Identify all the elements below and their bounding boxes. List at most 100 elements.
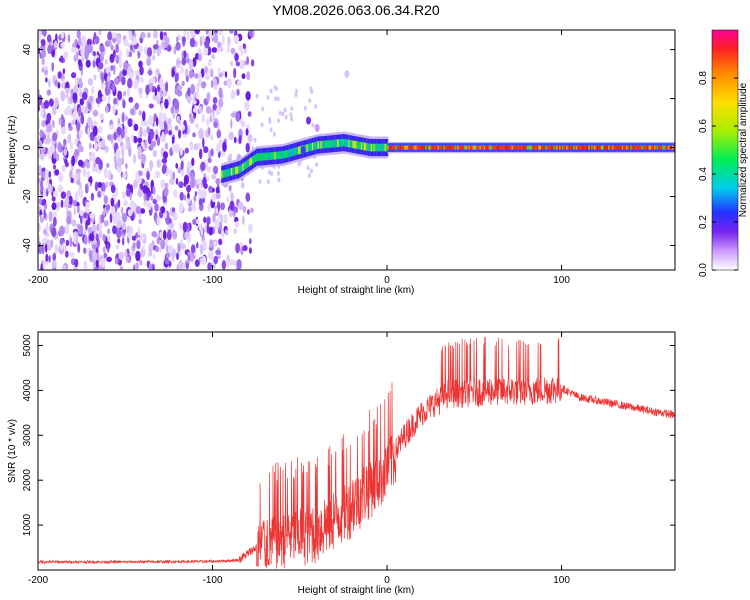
spectrogram-noise-cell — [88, 233, 95, 242]
spectrogram-noise-cell — [54, 97, 59, 108]
spectrogram-signal-core — [222, 170, 225, 178]
spectrogram-noise-cell — [51, 62, 55, 72]
spectrogram-noise-cell — [81, 35, 87, 46]
spectrogram-noise-cell — [230, 47, 236, 55]
spectrogram-signal-core — [420, 145, 424, 150]
spectrogram-signal-core — [487, 145, 491, 150]
spectrogram-noise-cell — [227, 43, 230, 54]
spectrogram-signal-core — [327, 140, 330, 148]
spectrogram-noise-cell — [63, 148, 67, 156]
spectrogram-noise-cell — [225, 229, 228, 236]
spectrogram-signal-core — [289, 149, 292, 157]
spectrogram-signal-core — [390, 145, 393, 150]
colorbar-tick-label: 0.4 — [698, 167, 709, 181]
spectrogram-noise-cell — [226, 77, 232, 89]
spectrogram-noise-cell — [199, 257, 202, 264]
spectrogram-noise-cell — [46, 112, 52, 122]
spectrogram-signal-core — [443, 145, 446, 150]
colorbar-tick-label: 0.6 — [698, 119, 709, 133]
spectrogram-noise-cell — [132, 242, 136, 249]
spectrogram-noise-cell — [45, 222, 49, 233]
spectrogram-noise-cell — [89, 212, 95, 219]
spectrogram-noise-cell — [57, 184, 63, 193]
spectrogram-noise-cell — [47, 183, 52, 193]
spectrogram-noise-cell — [148, 115, 154, 127]
spectrogram-noise-cell — [110, 184, 116, 194]
spectrogram-noise-cell — [137, 189, 143, 198]
spectrogram-noise-cell — [178, 129, 182, 139]
spectrogram-noise-cell — [230, 192, 234, 201]
spectrogram-noise-cell — [115, 187, 118, 194]
spectrogram-signal-core — [658, 145, 661, 150]
spectrogram-noise-cell — [87, 116, 93, 127]
spectrogram-noise-cell — [128, 96, 134, 103]
spectrogram-noise-cell — [217, 228, 222, 235]
spectrogram-noise-cell — [245, 192, 251, 202]
spectrogram-noise-cell — [73, 233, 76, 244]
snr-series-line — [38, 337, 675, 569]
spectrogram-noise-cell — [213, 121, 218, 128]
top-y-tick-label: -20 — [22, 189, 33, 204]
spectrogram-noise-cell — [277, 118, 280, 124]
spectrogram-noise-cell — [61, 116, 65, 127]
spectrogram-noise-cell — [164, 259, 170, 265]
spectrogram-noise-cell — [69, 141, 74, 150]
spectrogram-noise-cell — [203, 216, 207, 223]
spectrogram-noise-cell — [124, 125, 128, 137]
spectrogram-noise-cell — [216, 129, 222, 139]
spectrogram-noise-cell — [142, 110, 146, 122]
spectrogram-signal-core — [356, 141, 359, 149]
colorbar-gradient — [711, 29, 739, 271]
colorbar-label: Normalized spectral amplitude — [738, 82, 749, 217]
spectrogram-noise-cell — [260, 122, 264, 128]
spectrogram-signal-core — [592, 145, 595, 150]
spectrogram-signal-core — [460, 145, 463, 150]
spectrogram-noise-cell — [248, 30, 253, 37]
spectrogram-noise-cell — [113, 64, 116, 76]
spectrogram-noise-cell — [206, 223, 210, 234]
spectrogram-noise-cell — [127, 118, 133, 128]
spectrogram-noise-cell — [242, 205, 247, 213]
spectrogram-noise-cell — [215, 193, 221, 200]
spectrogram-signal-core — [621, 145, 625, 150]
top-y-tick-label: 20 — [22, 93, 33, 105]
spectrogram-noise-cell — [41, 119, 46, 128]
spectrogram-noise-cell — [178, 181, 184, 189]
spectrogram-noise-cell — [283, 107, 287, 113]
spectrogram-signal-core — [568, 145, 572, 150]
spectrogram-noise-cell — [314, 103, 318, 109]
spectrogram-noise-cell — [77, 205, 80, 214]
spectrogram-noise-cell — [116, 126, 122, 136]
spectrogram-noise-cell — [104, 105, 109, 114]
spectrogram-noise-cell — [179, 222, 182, 231]
spectrogram-noise-cell — [116, 229, 122, 239]
spectrogram-noise-cell — [228, 131, 235, 141]
spectrogram-noise-cell — [141, 140, 145, 148]
spectrogram-noise-cell — [215, 178, 221, 185]
spectrogram-noise-cell — [239, 59, 245, 70]
spectrogram-signal-core — [602, 145, 605, 150]
spectrogram-signal-core — [284, 150, 287, 159]
spectrogram-noise-cell — [238, 134, 242, 144]
spectrogram-noise-cell — [62, 78, 65, 89]
spectrogram-noise-cell — [203, 146, 209, 154]
spectrogram-noise-cell — [110, 64, 114, 71]
spectrogram-signal-core — [581, 145, 584, 150]
spectrogram-signal-core — [457, 145, 460, 150]
spectrogram-signal-core — [268, 152, 271, 160]
spectrogram-noise-cell — [74, 191, 79, 201]
spectrogram-signal-core — [666, 145, 669, 150]
bottom-y-tick-label: 4000 — [22, 379, 33, 402]
top-x-tick-label: 100 — [553, 275, 570, 286]
spectrogram-noise-cell — [142, 129, 148, 137]
spectrogram-noise-cell — [247, 111, 252, 117]
spectrogram-signal-core — [668, 145, 671, 150]
spectrogram-noise-cell — [181, 80, 185, 87]
spectrogram-noise-cell — [88, 154, 93, 162]
spectrogram-noise-cell — [192, 107, 199, 113]
spectrogram-noise-cell — [226, 259, 230, 268]
spectrogram-noise-cell — [38, 197, 42, 205]
spectrogram-signal-core — [383, 143, 386, 152]
spectrogram-noise-cell — [100, 258, 106, 268]
spectrogram-noise-cell — [53, 40, 58, 49]
